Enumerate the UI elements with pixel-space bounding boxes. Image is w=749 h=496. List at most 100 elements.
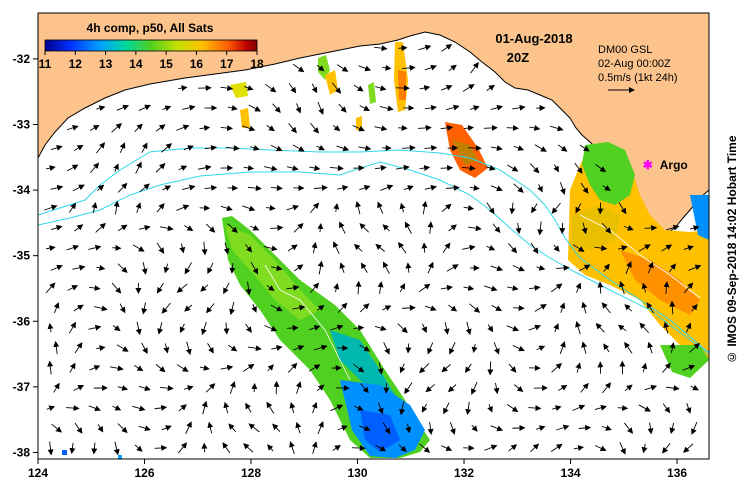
current-arrow bbox=[72, 264, 86, 271]
current-vectors bbox=[44, 44, 702, 456]
colorbar-tick-label: 18 bbox=[250, 57, 264, 71]
current-arrow bbox=[182, 104, 196, 111]
current-arrow bbox=[448, 64, 457, 72]
current-arrow bbox=[141, 262, 148, 275]
current-arrow bbox=[374, 325, 387, 332]
current-arrow bbox=[382, 422, 391, 435]
current-arrow bbox=[597, 281, 604, 294]
current-arrow bbox=[243, 85, 254, 91]
current-arrow bbox=[247, 345, 262, 352]
current-arrow bbox=[337, 64, 349, 72]
current-arrow bbox=[515, 222, 522, 235]
current-arrow bbox=[421, 242, 428, 253]
current-arrow bbox=[245, 243, 253, 253]
current-arrow bbox=[424, 184, 437, 191]
current-arrow bbox=[286, 284, 300, 291]
current-arrow bbox=[461, 165, 476, 172]
current-arrow bbox=[553, 244, 560, 252]
current-arrow bbox=[506, 164, 519, 172]
current-arrow bbox=[492, 223, 501, 234]
colorbar-title: 4h comp, p50, All Sats bbox=[87, 21, 214, 35]
current-arrow bbox=[93, 305, 108, 312]
current-arrow bbox=[556, 264, 570, 271]
current-arrow bbox=[156, 283, 164, 294]
current-arrow bbox=[443, 322, 450, 335]
current-arrow bbox=[317, 101, 324, 115]
current-arrow bbox=[534, 304, 547, 312]
current-arrow bbox=[448, 384, 457, 393]
current-arrow bbox=[317, 223, 324, 233]
current-arrow bbox=[270, 224, 284, 231]
current-arrow bbox=[176, 283, 188, 293]
current-arrow bbox=[139, 183, 150, 193]
current-arrow bbox=[470, 62, 479, 74]
current-arrow bbox=[531, 203, 538, 214]
current-arrow bbox=[314, 344, 328, 351]
lon-tick-label: 132 bbox=[454, 466, 474, 480]
current-arrow bbox=[163, 263, 170, 274]
current-arrow bbox=[249, 144, 260, 151]
current-arrow bbox=[178, 165, 188, 171]
current-arrow bbox=[339, 262, 346, 273]
current-arrow bbox=[602, 185, 611, 191]
current-arrow bbox=[512, 104, 526, 111]
current-arrow bbox=[157, 322, 164, 335]
current-arrow bbox=[88, 244, 102, 251]
colorbar-tick-label: 17 bbox=[220, 57, 234, 71]
current-arrow bbox=[89, 285, 101, 292]
current-arrow bbox=[46, 245, 56, 252]
current-arrow bbox=[179, 243, 186, 254]
colorbar-tick-label: 16 bbox=[190, 57, 204, 71]
current-arrow bbox=[266, 124, 275, 132]
current-arrow bbox=[619, 280, 625, 295]
current-arrow bbox=[624, 304, 633, 312]
current-arrow bbox=[138, 224, 151, 231]
current-arrow bbox=[310, 202, 320, 214]
current-arrow bbox=[419, 85, 431, 91]
current-arrow bbox=[513, 145, 525, 151]
current-arrow bbox=[513, 183, 524, 193]
current-arrow bbox=[289, 402, 296, 414]
current-arrow bbox=[292, 63, 305, 73]
current-arrow bbox=[669, 263, 676, 273]
current-arrow bbox=[132, 405, 146, 412]
current-arrow bbox=[662, 442, 671, 454]
current-arrow bbox=[493, 382, 500, 395]
current-arrow bbox=[53, 382, 60, 393]
current-arrow bbox=[292, 304, 306, 311]
current-arrow bbox=[353, 363, 365, 373]
current-arrow bbox=[578, 424, 592, 431]
current-arrow bbox=[404, 382, 413, 395]
current-arrow bbox=[467, 225, 482, 232]
current-arrow bbox=[183, 145, 194, 151]
current-arrow bbox=[375, 444, 387, 452]
current-arrow bbox=[47, 441, 54, 456]
current-arrow bbox=[506, 125, 519, 132]
current-arrow bbox=[47, 322, 54, 333]
current-arrow bbox=[487, 361, 494, 376]
time-label: 20Z bbox=[507, 50, 529, 65]
current-arrow bbox=[119, 142, 126, 154]
current-arrow bbox=[242, 205, 256, 212]
current-arrow bbox=[88, 324, 102, 331]
current-arrow bbox=[96, 105, 106, 112]
current-arrow bbox=[359, 303, 370, 313]
current-arrow bbox=[176, 204, 190, 211]
current-arrow bbox=[111, 122, 122, 133]
current-arrow bbox=[441, 44, 453, 52]
lat-tick-label: -38 bbox=[13, 445, 31, 459]
current-arrow bbox=[207, 262, 214, 274]
current-arrow bbox=[449, 421, 456, 435]
current-arrow bbox=[506, 325, 520, 332]
current-arrow bbox=[91, 442, 98, 455]
current-arrow bbox=[266, 204, 276, 211]
current-arrow bbox=[141, 302, 148, 315]
current-arrow bbox=[66, 164, 79, 172]
current-arrow bbox=[287, 362, 298, 373]
current-arrow bbox=[382, 305, 392, 311]
current-arrow bbox=[112, 405, 122, 411]
current-arrow bbox=[135, 321, 142, 336]
current-arrow bbox=[178, 85, 188, 92]
argo-star-icon: ✱ bbox=[643, 158, 653, 172]
current-arrow bbox=[421, 323, 427, 334]
